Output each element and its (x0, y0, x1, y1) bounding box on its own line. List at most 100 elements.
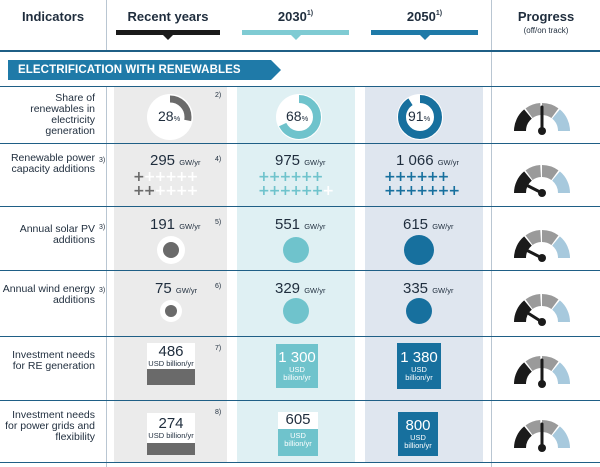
capacity-2050-glyphs: +++++++ (384, 183, 460, 199)
gauge-segment-on (552, 362, 570, 384)
footnote-marker: 5) (215, 219, 222, 226)
header-progress: Progress (off/on track) (492, 0, 600, 50)
progress-gauge (514, 420, 570, 452)
share-donut-2030 (276, 94, 322, 140)
header-2030-bar (242, 30, 349, 35)
investment-grids-2050-unit: billion/yr (404, 441, 432, 450)
gauge-segment-mid (542, 420, 559, 436)
investment-re-recent-bar (147, 369, 195, 385)
gauge-segment-off (514, 109, 532, 131)
gauge-segment-mid (525, 103, 541, 119)
row-separator (0, 270, 600, 271)
investment-grids-recent-unit: USD billion/yr (148, 431, 194, 440)
footnote-marker: 3) (99, 287, 106, 294)
header-2030: 20301) (233, 0, 358, 50)
gauge-segment-on (552, 426, 570, 448)
capacity-2030-glyphs: ++++++ (258, 169, 323, 185)
footnote-marker: 2) (215, 92, 222, 99)
capacity-2050-glyphs: ++++++ (384, 169, 449, 185)
investment-grids-recent: 274 USD billion/yr (147, 413, 195, 458)
investment-re-2050-unit: billion/yr (405, 373, 433, 382)
investment-re-2030-unit: billion/yr (283, 373, 311, 382)
header-2030-pointer (288, 33, 303, 40)
wind-recent-marker (165, 305, 177, 317)
progress-gauge (514, 165, 570, 197)
row-separator (0, 336, 600, 337)
wind-2030-marker (283, 298, 309, 324)
investment-grids-2030: 605 USD billion/yr (278, 412, 318, 456)
capacity-recent-value: 295 GW/yr (150, 152, 201, 169)
investment-re-recent: 486 USD billion/yr (147, 343, 195, 385)
investment-re-recent-value: 486 (158, 343, 184, 360)
gauge-hub (538, 127, 546, 135)
header-progress-sub: (off/on track) (523, 26, 569, 35)
solar-2030-marker (283, 237, 309, 263)
investment-re-2030: 1 300 USD billion/yr (276, 344, 318, 388)
header-2050: 20501) (362, 0, 487, 50)
solar-recent-marker (163, 242, 179, 258)
solar-2050-marker (404, 235, 434, 265)
capacity-recent-glyphs: ++++++ (133, 169, 198, 185)
row-separator (0, 400, 600, 401)
header-2050-bar (371, 30, 478, 35)
share-donut-recent (147, 94, 193, 140)
solar-2030-value: 551 GW/yr (275, 216, 326, 233)
y2030-column-bg (237, 86, 355, 462)
investment-re-2050-value: 1 380 (400, 349, 438, 366)
row-separator (0, 462, 600, 463)
y2050-column-bg (365, 86, 483, 462)
header-recent-pointer (161, 33, 175, 40)
gauge-needle (519, 180, 544, 195)
footnote-marker: 8) (215, 409, 222, 416)
investment-grids-recent-bar (147, 443, 195, 455)
investment-re-2030-unit: USD (289, 365, 305, 374)
progress-divider (491, 0, 492, 467)
solar-recent-value: 191 GW/yr (150, 216, 201, 233)
gauge-segment-mid (525, 356, 541, 372)
gauge-segment-mid (542, 230, 559, 246)
investment-re-2050: 1 380 USD billion/yr (397, 343, 441, 389)
recent-column-bg (114, 86, 227, 462)
progress-gauge (514, 103, 570, 135)
gauge-segment-mid (525, 165, 541, 181)
row-label-investment-grids: Investment needs for power grids and fle… (5, 409, 95, 443)
wind-2050-marker (406, 298, 432, 324)
gauge-segment-on (552, 171, 570, 193)
row-separator (0, 143, 600, 144)
share-donut-2050 (397, 94, 443, 140)
header-progress-label: Progress (517, 9, 575, 24)
gauge-segment-mid (542, 356, 559, 372)
solar-2050-value: 615 GW/yr (403, 216, 454, 233)
progress-gauge (514, 356, 570, 388)
row-label-investment-re: Investment needs for RE generation (12, 349, 95, 372)
row-label-wind: Annual wind energy additions (2, 283, 95, 306)
header-2030-label: 20301) (277, 9, 314, 24)
gauge-segment-mid (542, 294, 559, 310)
section-banner: ELECTRIFICATION WITH RENEWABLES (8, 60, 281, 80)
footnote-marker: 6) (215, 283, 222, 290)
footnote-marker: 3) (99, 224, 106, 231)
share-recent-value: 28% (158, 108, 181, 124)
gauge-needle (520, 307, 544, 324)
capacity-2030-glyphs: +++++++ (258, 183, 334, 199)
gauge-segment-on (552, 300, 570, 322)
row-label-share-renewables: Share of renewables in electricity gener… (30, 92, 95, 137)
wind-2050-value: 335 GW/yr (403, 280, 454, 297)
investment-re-2050-unit: USD (411, 365, 427, 374)
header-2050-label: 20501) (406, 9, 443, 24)
row-separator (0, 86, 600, 87)
gauge-hub (538, 380, 546, 388)
gauge-hub (538, 444, 546, 452)
investment-grids-2030-unit: billion/yr (284, 439, 312, 448)
header-recent-label: Recent years (127, 9, 209, 24)
row-label-capacity-additions: Renewable power capacity additions (10, 152, 95, 175)
investment-re-recent-unit: USD billion/yr (148, 359, 194, 368)
progress-gauge (514, 294, 570, 326)
investment-grids-recent-value: 274 (158, 415, 184, 432)
footnote-marker: 4) (215, 156, 222, 163)
investment-grids-2050-unit: USD (410, 433, 426, 442)
footnote-marker: 3) (99, 157, 106, 164)
wind-2030-value: 329 GW/yr (275, 280, 326, 297)
gauge-segment-mid (542, 165, 559, 181)
